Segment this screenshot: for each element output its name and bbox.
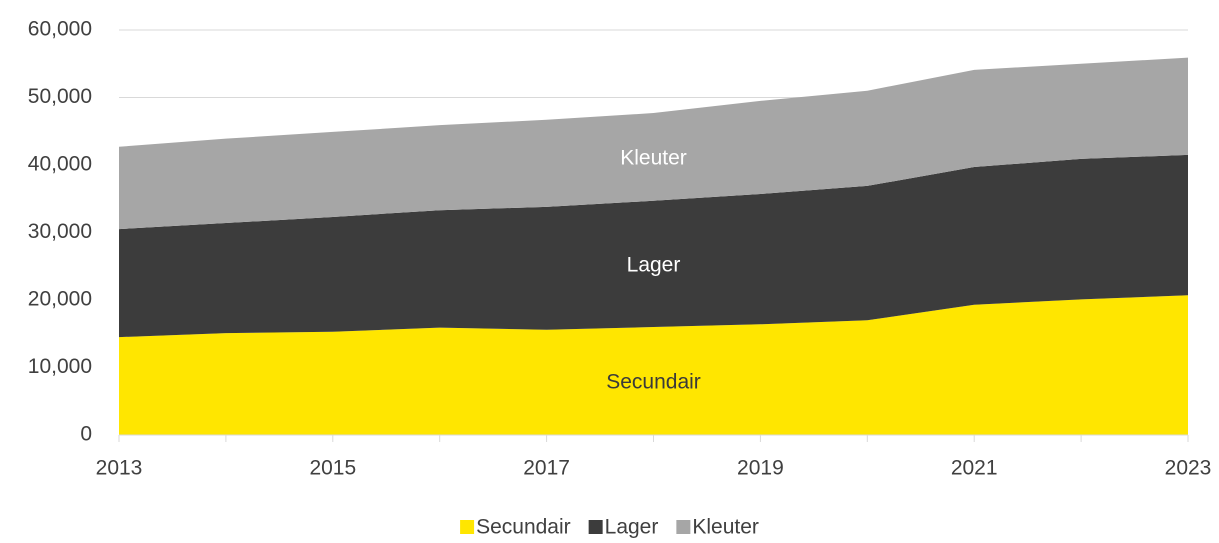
x-tick-label: 2015 (309, 457, 356, 480)
area-label: Lager (627, 253, 681, 276)
area (119, 154, 1188, 338)
legend-label: Secundair (476, 516, 571, 539)
y-tick-label: 60,000 (28, 18, 92, 41)
y-tick-label: 20,000 (28, 288, 92, 311)
y-tick-label: 40,000 (28, 153, 92, 176)
y-tick-label: 30,000 (28, 220, 92, 243)
x-tick-label: 2017 (523, 457, 570, 480)
legend-swatch (588, 520, 603, 534)
x-tick-label: 2013 (96, 457, 143, 480)
area-label: Secundair (606, 371, 701, 394)
legend-label: Kleuter (692, 516, 759, 539)
legend-label: Lager (605, 516, 659, 539)
area (119, 57, 1188, 230)
x-tick-label: 2021 (951, 457, 998, 480)
y-tick-label: 10,000 (28, 355, 92, 378)
y-tick-label: 0 (80, 423, 92, 446)
area-label: Kleuter (620, 146, 687, 169)
legend-swatch (460, 520, 475, 534)
x-tick-label: 2023 (1165, 457, 1212, 480)
y-tick-label: 50,000 (28, 85, 92, 108)
legend-swatch (676, 520, 691, 534)
x-tick-label: 2019 (737, 457, 784, 480)
area (119, 295, 1188, 435)
